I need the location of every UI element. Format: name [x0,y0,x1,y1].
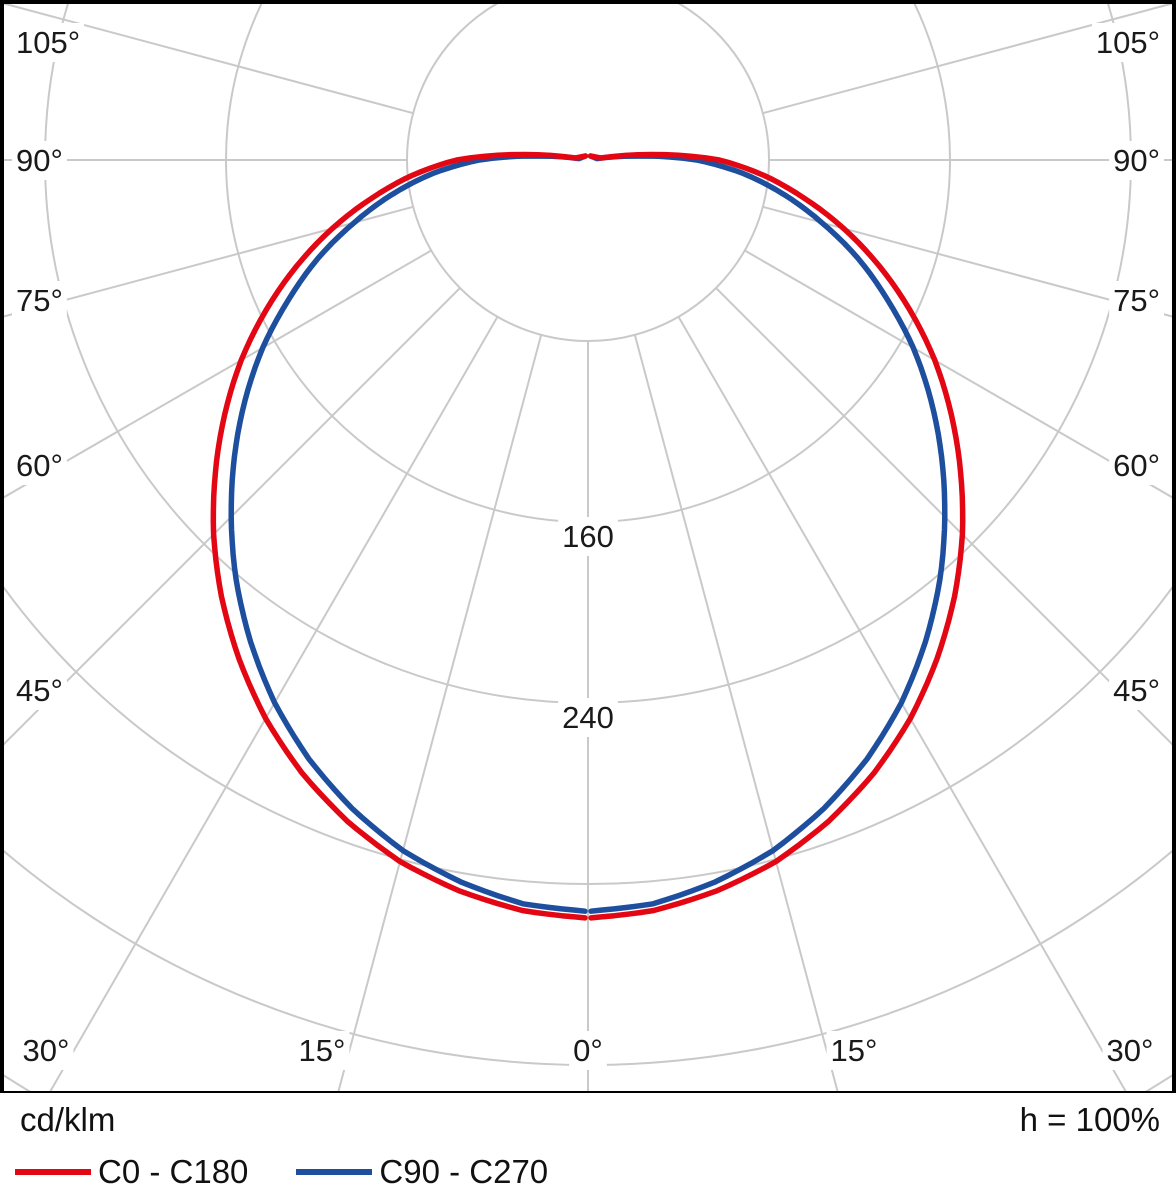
grid-radial-line [4,4,414,115]
label-backing [12,141,67,180]
grid-radial-line [744,249,1172,499]
curve-c90-c270 [587,153,948,914]
legend-label-c90: C90 - C270 [379,1153,549,1190]
angle-label-left: 60° [16,448,63,483]
label-backing [558,698,618,737]
label-backing [1102,1031,1158,1070]
label-backing [294,1031,350,1070]
ring-label-160: 160 [562,519,614,554]
angle-label-bottom: 0° [573,1033,603,1068]
angle-label-bottom: 30° [1107,1033,1154,1068]
angle-label-bottom: 15° [299,1033,346,1068]
angle-label-left: 75° [16,283,63,318]
label-backing [1109,281,1164,320]
label-backing [1109,141,1164,180]
label-backing [558,517,618,556]
angle-label-right: 90° [1113,143,1160,178]
polar-chart: 160 240 105° 90° 75° 60° 45° 105° 90° 75° 60° 45° 30… [0,0,1176,1095]
angle-label-left: 105° [16,25,80,60]
curve-c90-c270 [228,153,589,914]
label-backing [18,1031,74,1070]
mounting-height-label: h = 100% [1019,1101,1160,1138]
label-backing [12,671,67,710]
angle-label-left: 90° [16,143,63,178]
label-backing [826,1031,882,1070]
legend-line-c90-icon [296,1169,373,1175]
unit-label: cd/klm [20,1101,116,1138]
angle-label-left: 45° [16,673,63,708]
label-backing [12,281,67,320]
curve-c0-c180 [587,151,966,921]
label-backing [12,446,67,485]
label-backing [1109,446,1164,485]
angle-label-right: 45° [1113,673,1160,708]
angle-label-bottom: 15° [831,1033,878,1068]
curve-c0-c180 [210,151,589,921]
angle-label-bottom: 30° [23,1033,70,1068]
label-backing [1109,671,1164,710]
legend-line-c0-icon [15,1169,91,1175]
grid-radial-line [4,205,414,318]
angle-label-right: 75° [1113,283,1160,318]
chart-footer: cd/klm h = 100% C0 - C180 C90 - C270 [0,1093,1176,1200]
label-backing [12,23,85,62]
legend: C0 - C180 C90 - C270 [15,1153,548,1191]
grid-radial-line [762,205,1172,318]
grid-radial-line [337,334,543,1091]
legend-label-c0: C0 - C180 [98,1153,249,1190]
grid-radial-line [762,4,1172,115]
label-backing [569,1031,607,1070]
grid-radial-line [633,334,839,1091]
label-backing [1091,23,1164,62]
angle-label-right: 60° [1113,448,1160,483]
grid-radial-line [49,316,499,1091]
grid-radial-line [4,249,432,499]
angle-label-right: 105° [1096,25,1160,60]
grid-radial-line [677,316,1127,1091]
ring-label-240: 240 [562,700,614,735]
